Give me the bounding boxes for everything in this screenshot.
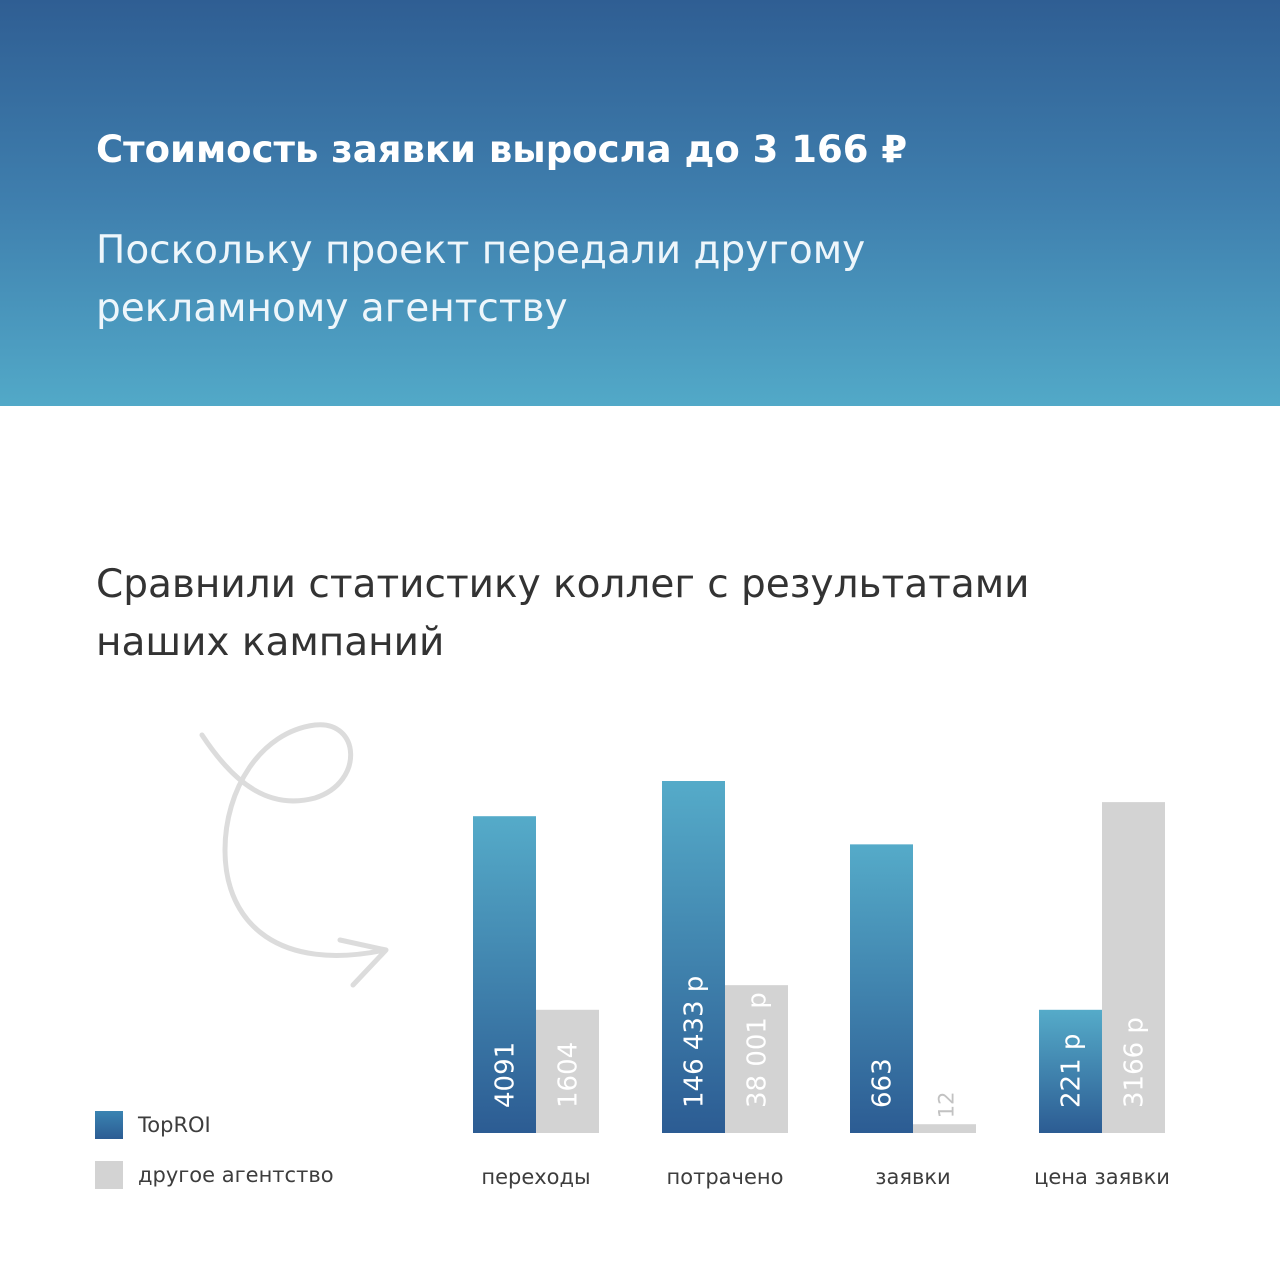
curly-arrow-icon [199, 722, 389, 988]
legend-swatch-toproi [95, 1111, 123, 1139]
legend-item-toproi: TopROI [95, 1110, 425, 1140]
bar-chart: 4091 1604 переходы 146 433 р 38 001 р потраче… [473, 781, 1170, 1189]
bar-other-agency-0 [536, 1009, 599, 1133]
category-label-потрачено: потрачено [667, 1165, 784, 1189]
bar-value-label: 221 р [1057, 1034, 1087, 1108]
bar-value-label: 12 [935, 1091, 959, 1118]
legend-label-other-agency: другое агентство [138, 1163, 334, 1187]
category-label-переходы: переходы [481, 1165, 590, 1189]
legend-label-toproi: TopROI [138, 1113, 211, 1137]
legend-item-other-agency: другое агентство [95, 1160, 425, 1190]
bar-other-agency-2 [913, 1124, 976, 1133]
bar-toproi-3 [1039, 1009, 1102, 1133]
bar-value-label: 3166 р [1120, 1017, 1150, 1108]
bar-toproi-1 [662, 781, 725, 1133]
intro-text: Сравнили статистику коллег с результатам… [96, 562, 1030, 665]
bar-value-label: 38 001 р [743, 992, 773, 1108]
bar-toproi-0 [473, 816, 536, 1133]
category-label-заявки: заявки [875, 1165, 950, 1189]
bar-value-label: 1604 [554, 1042, 584, 1108]
subheadline: Поскольку проект передали другому реклам… [96, 228, 866, 331]
headline: Стоимость заявки выросла до 3 166 ₽ [96, 128, 908, 171]
category-label-цена-заявки: цена заявки [1034, 1165, 1170, 1189]
chart-legend: TopROI другое агентство [95, 1110, 425, 1200]
legend-swatch-other-agency [95, 1161, 123, 1189]
bar-toproi-2 [850, 844, 913, 1133]
bar-value-label: 663 [868, 1058, 898, 1108]
bar-other-agency-3 [1102, 802, 1165, 1133]
bar-other-agency-1 [725, 985, 788, 1133]
bar-value-label: 146 433 р [680, 976, 710, 1108]
header-banner: Стоимость заявки выросла до 3 166 ₽ Поск… [0, 0, 1280, 406]
bar-value-label: 4091 [491, 1042, 521, 1108]
